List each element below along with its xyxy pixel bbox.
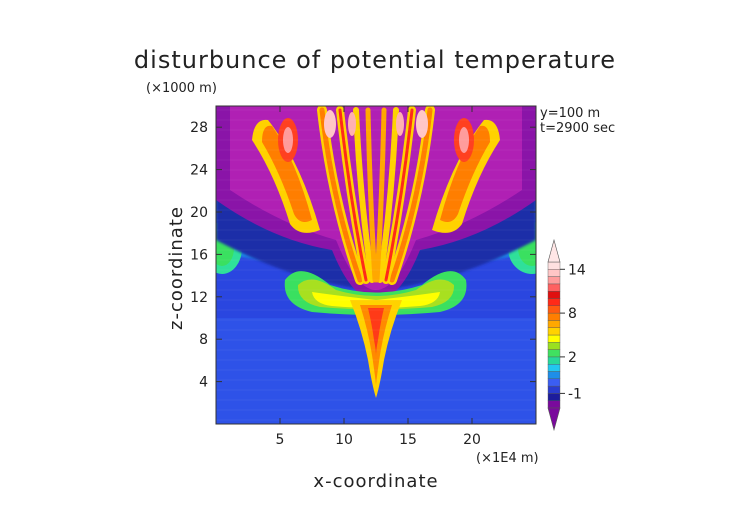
x-unit-label: (×1E4 m)	[476, 451, 539, 466]
y-tick-label: 12	[190, 290, 208, 306]
colorbar-min-arrow	[547, 407, 561, 432]
y-tick-label: 20	[190, 205, 208, 221]
x-axis: 5 10 15 20	[276, 106, 481, 448]
colorbar-swatch	[547, 291, 561, 299]
y-tick-label: 8	[199, 332, 208, 348]
y-tick-label: 24	[190, 163, 208, 179]
colorbar-swatch	[547, 349, 561, 358]
y-tick-label: 28	[190, 120, 208, 136]
y-unit-label: (×1000 m)	[146, 81, 217, 96]
annotation-t: t=2900 sec	[540, 121, 615, 136]
colorbar-swatch	[547, 400, 561, 409]
colorbar-swatch	[547, 261, 561, 270]
colorbar-tick-label: 14	[568, 262, 586, 278]
x-tick-label: 5	[276, 432, 285, 448]
colorbar-swatch	[547, 327, 561, 336]
y-axis: 4 8 12 16 20 24 28	[190, 120, 536, 391]
y-tick-label: 16	[190, 247, 208, 263]
colorbar-swatch	[547, 312, 561, 321]
colorbar-swatch	[547, 342, 561, 350]
plot-frame	[215, 105, 537, 425]
colorbar-tick-label: 8	[568, 306, 577, 322]
x-tick-label: 20	[463, 432, 481, 448]
chart-title: disturbunce of potential temperature	[134, 46, 616, 74]
colorbar-swatch	[547, 364, 561, 372]
y-tick-label: 4	[199, 375, 208, 391]
colorbar-swatch	[547, 298, 561, 307]
colorbar-tick-label: -1	[568, 386, 582, 402]
colorbar-swatch	[547, 320, 561, 328]
y-axis-label: z-coordinate	[166, 206, 187, 330]
colorbar-swatch	[547, 385, 561, 394]
colorbar-swatch	[547, 393, 561, 401]
colorbar-swatch	[547, 283, 561, 292]
colorbar-swatch	[547, 269, 561, 277]
colorbar-tick-label: 2	[568, 350, 577, 366]
colorbar-swatch	[547, 305, 561, 314]
x-tick-label: 10	[335, 432, 353, 448]
colorbar-swatch	[547, 334, 561, 343]
colorbar-max-arrow	[547, 238, 561, 263]
x-tick-label: 15	[399, 432, 417, 448]
colorbar: -1 2 8 14	[547, 238, 586, 432]
colorbar-swatch	[547, 356, 561, 365]
colorbar-swatch	[547, 371, 561, 380]
colorbar-swatch	[547, 276, 561, 285]
heatmap-field	[216, 106, 536, 424]
x-axis-label: x-coordinate	[313, 471, 438, 492]
colorbar-swatch	[547, 378, 561, 387]
annotation-y: y=100 m	[540, 106, 600, 121]
